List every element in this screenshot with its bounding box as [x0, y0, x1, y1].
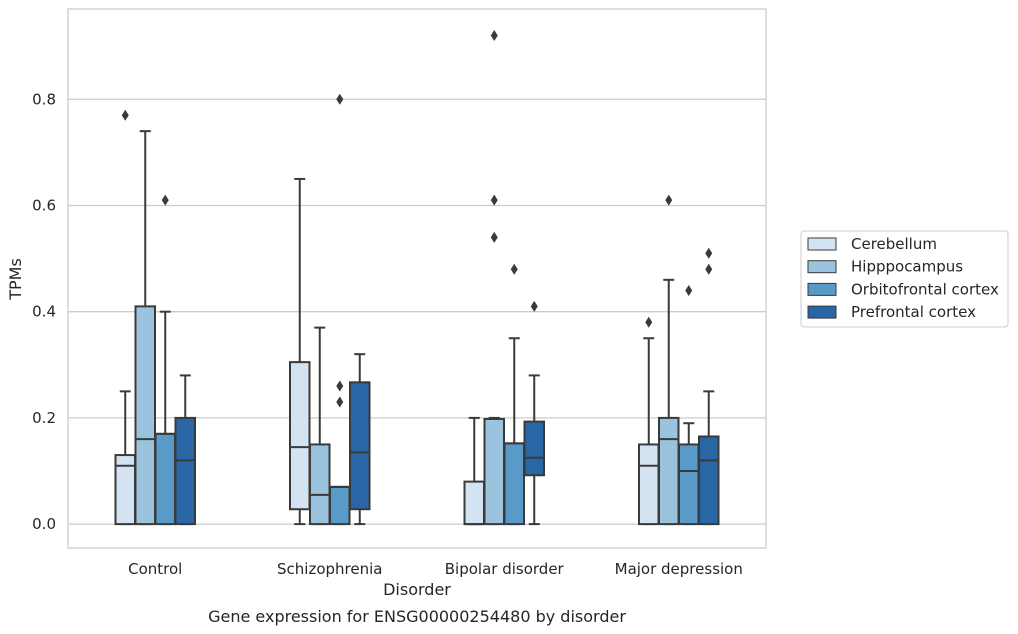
box-iqr [698, 435, 720, 526]
legend-label: Hipppocampus [851, 258, 963, 276]
outlier-point [490, 30, 498, 42]
y-tick-label: 0.4 [32, 303, 56, 321]
box-group [698, 247, 720, 526]
y-tick-label: 0.0 [32, 515, 56, 533]
y-tick-labels: 0.0 0.2 0.4 0.6 0.8 [32, 90, 56, 533]
box-group [523, 300, 545, 526]
box-group [329, 93, 351, 526]
chart-title: Gene expression for ENSG00000254480 by d… [208, 607, 626, 626]
outlier-point [705, 263, 713, 275]
outlier-point [645, 316, 653, 328]
box-group [154, 194, 176, 526]
x-axis-title: Disorder [383, 580, 451, 599]
box-iqr [309, 443, 331, 526]
outlier-point [530, 300, 538, 312]
legend-frame [800, 230, 1009, 328]
box-group [349, 353, 371, 526]
legend-label: Prefrontal cortex [851, 303, 976, 321]
box-group [463, 416, 485, 526]
legend-swatch [807, 305, 837, 319]
box-iqr [483, 417, 505, 526]
x-tick-label: Control [128, 560, 182, 578]
box-iqr [154, 432, 176, 526]
outlier-point [161, 194, 169, 206]
outlier-point [336, 396, 344, 408]
box-iqr [658, 416, 680, 526]
legend-label: Cerebellum [851, 235, 937, 253]
box-iqr [329, 485, 351, 526]
box-group [638, 316, 660, 526]
outlier-point [510, 263, 518, 275]
outlier-point [336, 93, 344, 105]
x-tick-label: Major depression [615, 560, 743, 578]
box-iqr [523, 420, 545, 477]
box-group [174, 374, 196, 526]
box-group [658, 194, 680, 526]
legend-swatch [807, 237, 837, 251]
box-group [503, 263, 525, 526]
outlier-point [121, 109, 129, 121]
y-tick-label: 0.8 [32, 90, 56, 108]
box-iqr [463, 480, 485, 526]
box-group [309, 326, 331, 526]
box-group [483, 30, 505, 526]
outlier-point [336, 380, 344, 392]
legend-swatch [807, 282, 837, 296]
box-iqr [174, 416, 196, 526]
box-iqr [349, 381, 371, 511]
box-iqr [678, 443, 700, 526]
outlier-point [490, 231, 498, 243]
plot-frame [67, 8, 767, 549]
box-iqr [638, 443, 660, 526]
y-axis-title: TPMs [6, 258, 25, 301]
box-group [678, 284, 700, 526]
box-series [114, 30, 720, 526]
box-group [289, 177, 311, 526]
y-tick-label: 0.2 [32, 409, 56, 427]
box-iqr [289, 361, 311, 511]
x-tick-label: Bipolar disorder [445, 560, 565, 578]
box-iqr [134, 305, 156, 526]
legend: Cerebellum Hipppocampus Orbitofrontal cort… [800, 230, 1009, 328]
outlier-point [665, 194, 673, 206]
legend-swatch [807, 260, 837, 274]
box-group [114, 109, 136, 526]
x-tick-labels: Control Schizophrenia Bipolar disorder Majo… [128, 560, 743, 578]
outlier-point [685, 284, 693, 296]
x-tick-label: Schizophrenia [277, 560, 382, 578]
outlier-point [705, 247, 713, 259]
y-tick-label: 0.6 [32, 196, 56, 214]
legend-label: Orbitofrontal cortex [851, 280, 999, 298]
box-group [134, 130, 156, 526]
outlier-point [490, 194, 498, 206]
box-iqr [503, 442, 525, 526]
